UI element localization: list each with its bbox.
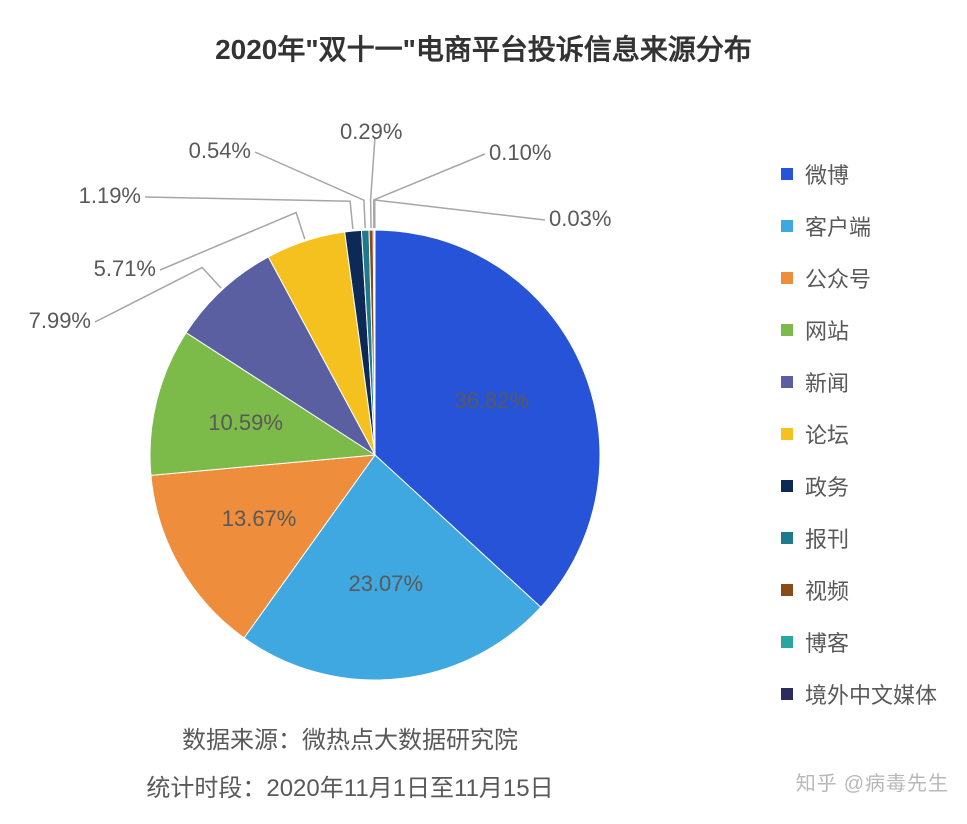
legend: 微博客户端公众号网站新闻论坛政务报刊视频博客境外中文媒体 (781, 158, 937, 710)
legend-swatch (781, 532, 793, 544)
legend-swatch (781, 168, 793, 180)
legend-label: 报刊 (805, 522, 849, 554)
footer-source: 数据来源：微热点大数据研究院 (0, 720, 700, 755)
legend-swatch (781, 376, 793, 388)
slice-label: 0.03% (549, 206, 611, 232)
legend-swatch (781, 480, 793, 492)
legend-label: 论坛 (805, 418, 849, 450)
slice-label: 0.54% (189, 138, 251, 164)
legend-label: 境外中文媒体 (805, 678, 937, 710)
legend-swatch (781, 220, 793, 232)
legend-swatch (781, 584, 793, 596)
slice-label: 0.10% (489, 140, 551, 166)
leader-line (374, 154, 485, 228)
watermark-author: @病毒先生 (844, 767, 949, 796)
legend-item: 论坛 (781, 418, 937, 450)
slice-label: 10.59% (208, 410, 283, 436)
leader-line (255, 152, 365, 228)
leader-line (375, 200, 545, 228)
slice-label: 7.99% (29, 308, 91, 334)
legend-swatch (781, 428, 793, 440)
legend-item: 境外中文媒体 (781, 678, 937, 710)
legend-item: 新闻 (781, 366, 937, 398)
legend-label: 网站 (805, 314, 849, 346)
slice-label: 0.29% (340, 119, 402, 145)
legend-label: 政务 (805, 470, 849, 502)
legend-swatch (781, 324, 793, 336)
legend-label: 微博 (805, 158, 849, 190)
watermark-brand: 知乎 (796, 767, 838, 796)
slice-label: 5.71% (94, 256, 156, 282)
legend-item: 公众号 (781, 262, 937, 294)
chart-title: 2020年"双十一"电商平台投诉信息来源分布 (0, 0, 967, 68)
leader-line (145, 197, 353, 229)
legend-label: 公众号 (805, 262, 871, 294)
legend-swatch (781, 688, 793, 700)
slice-label: 1.19% (79, 183, 141, 209)
slice-label: 13.67% (222, 506, 297, 532)
pie-chart: 36.82% 23.07% 13.67% 10.59% 7.99%5.71% 1.19% 0… (0, 100, 700, 700)
legend-label: 客户端 (805, 210, 871, 242)
watermark: 知乎 @病毒先生 (796, 767, 949, 796)
legend-item: 网站 (781, 314, 937, 346)
legend-item: 博客 (781, 626, 937, 658)
legend-label: 新闻 (805, 366, 849, 398)
legend-swatch (781, 272, 793, 284)
legend-item: 政务 (781, 470, 937, 502)
legend-item: 视频 (781, 574, 937, 606)
legend-item: 报刊 (781, 522, 937, 554)
slice-label: 23.07% (348, 571, 423, 597)
legend-label: 博客 (805, 626, 849, 658)
legend-label: 视频 (805, 574, 849, 606)
slice-label: 36.82% (454, 388, 529, 414)
legend-item: 客户端 (781, 210, 937, 242)
legend-swatch (781, 636, 793, 648)
footer-period: 统计时段：2020年11月1日至11月15日 (0, 768, 700, 803)
legend-item: 微博 (781, 158, 937, 190)
